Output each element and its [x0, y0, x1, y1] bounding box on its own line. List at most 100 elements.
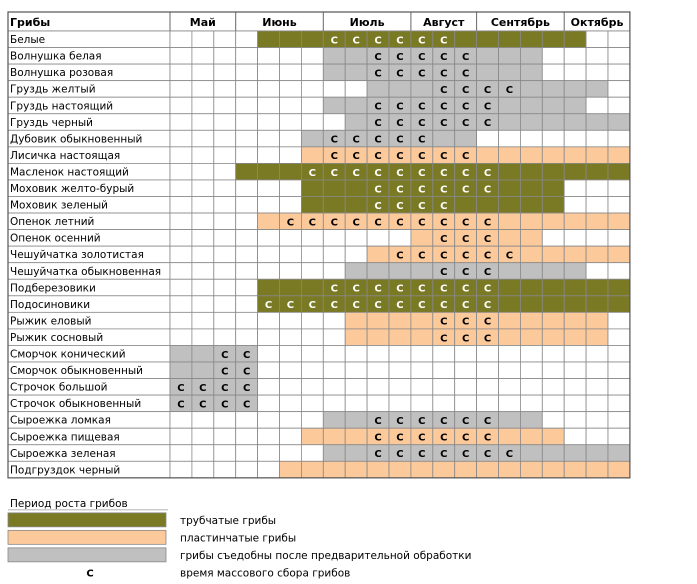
period-cell	[279, 229, 302, 247]
table-row: Груздь настоящий С С С С С С	[7, 96, 631, 115]
mass-harvest-mark: С	[352, 217, 359, 228]
period-cell	[520, 162, 543, 181]
period-cell	[235, 212, 258, 231]
period-cell	[585, 212, 609, 231]
period-cell	[432, 394, 456, 413]
mass-harvest-mark: С	[396, 416, 403, 427]
mass-harvest-mark: С	[418, 300, 425, 311]
period-cell	[476, 460, 499, 479]
period-cell	[322, 394, 346, 413]
period-cell	[520, 262, 543, 280]
period-cell	[213, 113, 237, 131]
period-cell	[235, 113, 258, 131]
mass-harvest-mark: С	[462, 151, 469, 162]
period-cell	[520, 196, 543, 214]
table-row: Груздь желтый С С С С	[7, 80, 631, 98]
mass-harvest-mark: С	[374, 168, 381, 179]
period-cell	[541, 328, 565, 346]
period-cell	[520, 361, 543, 379]
period-cell	[322, 328, 346, 346]
period-cell	[476, 394, 499, 413]
period-cell	[585, 361, 609, 379]
period-cell	[432, 129, 456, 148]
period-cell	[322, 262, 346, 280]
period-cell	[344, 411, 368, 429]
mass-harvest-mark: С	[462, 68, 469, 79]
period-cell	[213, 96, 237, 115]
period-cell	[169, 47, 193, 65]
period-cell	[541, 96, 565, 115]
period-cell	[169, 262, 193, 280]
mass-harvest-mark: С	[374, 102, 381, 113]
period-cell	[300, 245, 324, 264]
period-cell	[498, 196, 521, 214]
period-cell	[322, 196, 346, 214]
period-cell	[454, 394, 478, 413]
period-cell	[607, 96, 631, 115]
period-cell	[169, 129, 193, 148]
period-cell	[213, 278, 237, 297]
period-cell	[344, 47, 368, 65]
mushroom-name: Строчок большой	[10, 382, 108, 394]
period-cell	[585, 179, 609, 197]
period-cell	[279, 47, 302, 65]
period-cell	[520, 394, 543, 413]
mass-harvest-mark: С	[440, 184, 447, 195]
period-cell	[300, 179, 324, 197]
period-cell	[300, 30, 324, 48]
period-cell	[541, 311, 565, 330]
mass-harvest-mark: С	[374, 118, 381, 129]
period-cell	[300, 361, 324, 379]
period-cell	[563, 63, 587, 82]
period-cell	[563, 278, 587, 297]
mass-harvest-mark: С	[484, 416, 491, 427]
month-label: Июль	[350, 16, 385, 29]
period-cell	[344, 245, 368, 264]
period-cell	[607, 262, 631, 280]
period-cell	[585, 146, 609, 164]
table-row: Дубовик обыкновенный С С С С С	[7, 129, 631, 148]
period-cell	[300, 460, 324, 479]
table-grid: Грибы Май Июнь Июль Август Сентябрь ОктябрьБел…	[7, 11, 631, 479]
period-cell	[169, 427, 193, 446]
period-cell	[388, 378, 412, 396]
period-cell	[213, 444, 237, 462]
mass-harvest-mark: С	[396, 201, 403, 212]
period-cell	[454, 30, 478, 48]
mushroom-name: Опенок летний	[10, 216, 94, 228]
legend-swatch	[7, 512, 167, 528]
period-cell	[235, 146, 258, 164]
period-cell	[191, 196, 215, 214]
table-row: Волнушка розовая С С С С С	[7, 63, 631, 82]
period-cell	[410, 80, 434, 98]
period-cell	[191, 262, 215, 280]
period-cell	[520, 444, 543, 462]
period-cell	[498, 96, 521, 115]
mass-harvest-mark: С	[440, 118, 447, 129]
period-cell	[607, 196, 631, 214]
period-cell	[563, 444, 587, 462]
period-cell	[410, 328, 434, 346]
period-cell	[169, 196, 193, 214]
mass-harvest-mark: С	[440, 251, 447, 262]
period-cell	[169, 80, 193, 98]
period-cell	[300, 328, 324, 346]
mass-harvest-mark: С	[462, 52, 469, 63]
period-cell	[585, 427, 609, 446]
period-cell	[498, 411, 521, 429]
legend-title: Период роста грибов	[10, 498, 128, 510]
period-cell	[300, 196, 324, 214]
mass-harvest-mark: С	[331, 217, 338, 228]
period-cell	[388, 394, 412, 413]
period-cell	[498, 63, 521, 82]
period-cell	[344, 80, 368, 98]
mass-harvest-mark: С	[374, 300, 381, 311]
period-cell	[520, 179, 543, 197]
period-cell	[498, 129, 521, 148]
period-cell	[607, 212, 631, 231]
period-cell	[498, 113, 521, 131]
period-cell	[257, 328, 280, 346]
period-cell	[191, 411, 215, 429]
mass-harvest-mark: С	[418, 251, 425, 262]
period-cell	[607, 345, 631, 363]
